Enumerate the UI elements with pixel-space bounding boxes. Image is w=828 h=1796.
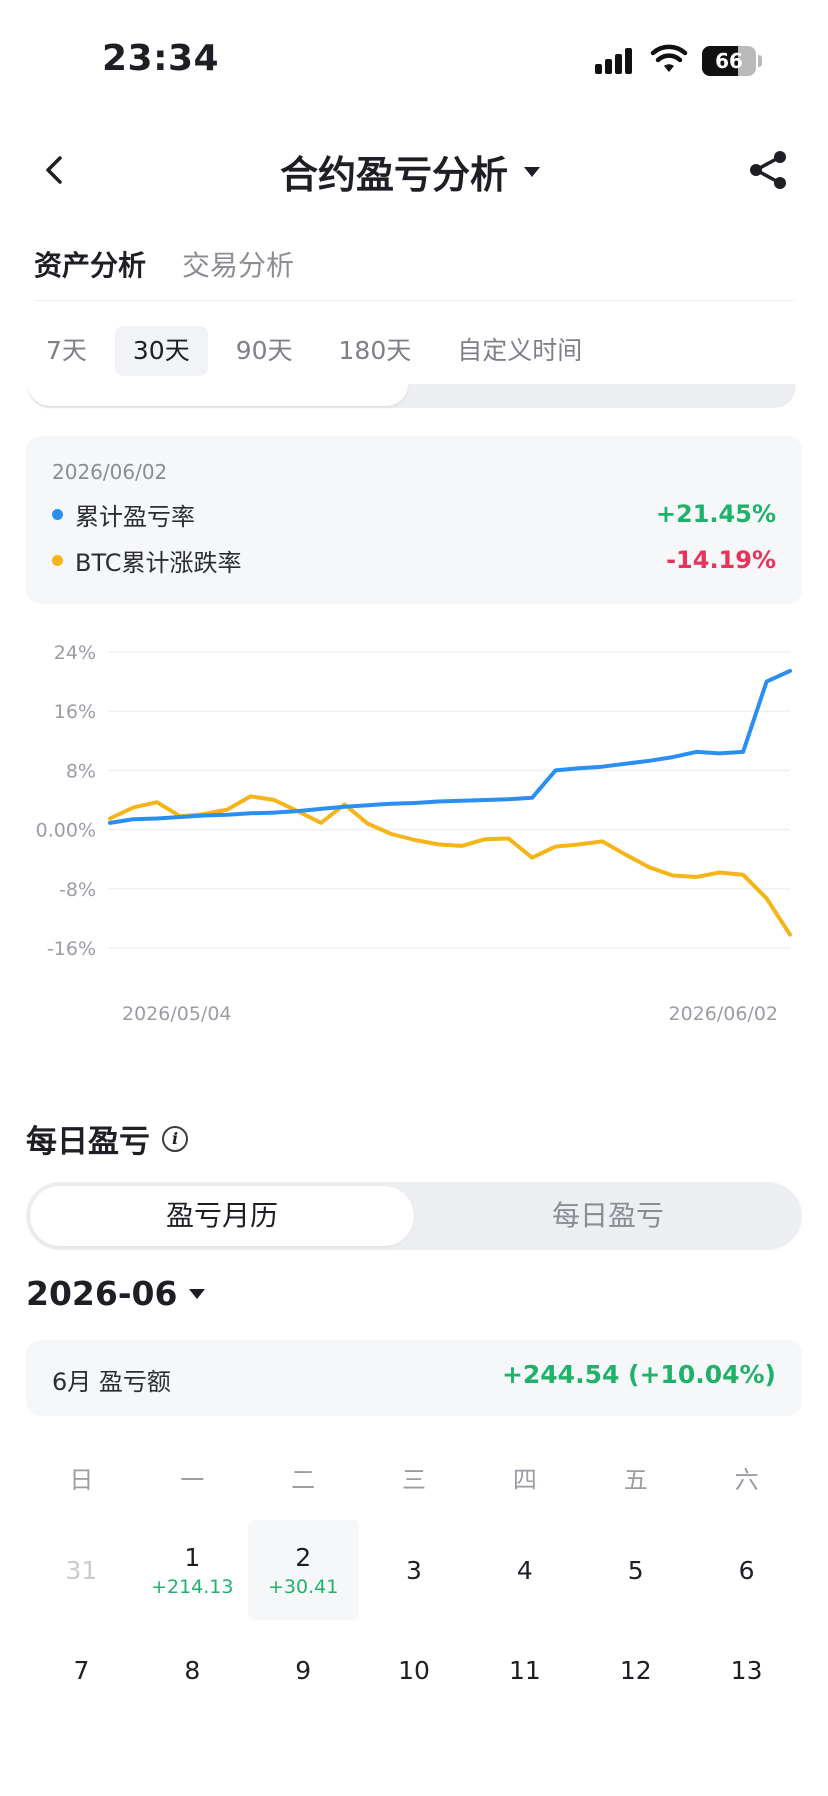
calendar-day-number: 31 [65, 1555, 98, 1585]
period-tabs: 7天 30天 90天 180天 自定义时间 [28, 326, 610, 376]
calendar-day-pnl: +214.13 [151, 1575, 234, 1598]
series-line-cumulative-pnl [108, 668, 792, 825]
calendar-day[interactable]: 4 [469, 1520, 580, 1620]
calendar-day-number: 1 [184, 1542, 201, 1572]
legend-dot-pnl [52, 508, 63, 520]
calendar-day[interactable]: 2 +30.41 [247, 1520, 359, 1620]
main-tabs: 资产分析 交易分析 [34, 244, 294, 284]
calendar-day[interactable]: 5 [580, 1520, 691, 1620]
weekday-sat: 六 [734, 1466, 759, 1494]
tab-trade-analysis[interactable]: 交易分析 [182, 249, 295, 282]
caret-down-icon [524, 166, 541, 177]
segment-calendar[interactable]: 盈亏月历 [30, 1186, 414, 1246]
calendar-day[interactable]: 10 [359, 1620, 470, 1720]
calendar-day-number: 12 [619, 1655, 652, 1685]
toggle-thumb[interactable] [28, 384, 408, 406]
page-title: 合约盈亏分析 [280, 153, 509, 197]
pnl-calendar: 日 一 二 三 四 五 六 31 1 +214.13 2 +30.41 3 4 5 6 7 8 9 10… [26, 1440, 802, 1720]
x-tick-label: 2026/06/02 [668, 1003, 778, 1025]
weekday-sun: 日 [69, 1466, 94, 1494]
summary-date: 2026/06/02 [52, 460, 168, 484]
period-180d[interactable]: 180天 [338, 336, 412, 365]
pnl-line-chart[interactable]: 24% 16% 8% 0.00% -8% -16% 2026/05/04 2026/06/02 [0, 630, 828, 1050]
weekday-tue: 二 [291, 1466, 316, 1494]
share-icon[interactable] [746, 148, 790, 192]
calendar-week-row: 31 1 +214.13 2 +30.41 3 4 5 6 [26, 1520, 802, 1620]
period-custom[interactable]: 自定义时间 [457, 336, 583, 365]
daily-segment-control: 盈亏月历 每日盈亏 [26, 1182, 802, 1250]
calendar-weekday-header: 日 一 二 三 四 五 六 [26, 1440, 802, 1520]
month-summary-card: 6月 盈亏额 +244.54 (+10.04%) [26, 1340, 802, 1416]
series-line-btc [108, 794, 792, 937]
calendar-day[interactable]: 9 [248, 1620, 359, 1720]
daily-section-title: 每日盈亏 i [26, 1116, 188, 1161]
caret-down-icon [189, 1288, 206, 1299]
period-7d[interactable]: 7天 [46, 336, 87, 365]
weekday-mon: 一 [180, 1466, 205, 1494]
y-tick-label: 0.00% [36, 820, 96, 842]
battery-icon: 66 [702, 46, 756, 76]
calendar-day-number: 13 [730, 1655, 763, 1685]
info-icon[interactable]: i [162, 1125, 188, 1152]
calendar-day-number: 5 [627, 1555, 644, 1585]
weekday-thu: 四 [512, 1466, 537, 1494]
calendar-day-pnl: +30.41 [267, 1575, 339, 1598]
calendar-day-number: 9 [295, 1655, 312, 1685]
y-tick-label: -16% [47, 938, 96, 960]
calendar-day[interactable]: 6 [691, 1520, 802, 1620]
weekday-wed: 三 [402, 1466, 426, 1494]
y-tick-label: 8% [66, 760, 96, 782]
calendar-day-number: 3 [406, 1555, 422, 1585]
calendar-day[interactable]: 3 [359, 1520, 470, 1620]
calendar-day-number: 8 [184, 1655, 201, 1685]
legend-label-btc: BTC累计涨跌率 [75, 548, 242, 577]
legend-value-pnl: +21.45% [655, 500, 776, 528]
cellular-signal-icon [595, 48, 637, 74]
y-tick-label: 24% [54, 642, 96, 664]
daily-title: 每日盈亏 [26, 1124, 150, 1160]
calendar-day-number: 7 [73, 1655, 90, 1685]
legend-dot-btc [52, 554, 63, 566]
legend-row-btc: BTC累计涨跌率 -14.19% [52, 542, 776, 578]
calendar-day[interactable]: 7 [26, 1620, 137, 1720]
period-30d[interactable]: 30天 [114, 326, 208, 376]
status-time: 23:34 [102, 38, 220, 79]
wifi-icon [650, 44, 688, 72]
segment-daily[interactable]: 每日盈亏 [551, 1199, 664, 1232]
calendar-day-number: 6 [738, 1555, 755, 1585]
period-90d[interactable]: 90天 [235, 336, 293, 365]
month-summary-label: 6月 盈亏额 [52, 1368, 171, 1396]
status-bar: 23:34 66 [0, 0, 828, 110]
month-value: 2026-06 [26, 1274, 178, 1313]
calendar-day[interactable]: 1 +214.13 [137, 1520, 248, 1620]
tab-asset-analysis[interactable]: 资产分析 [34, 249, 147, 282]
calendar-day[interactable]: 12 [580, 1620, 691, 1720]
calendar-week-row: 7 8 9 10 11 12 13 [26, 1620, 802, 1720]
title-dropdown[interactable]: 合约盈亏分析 [280, 144, 541, 199]
legend-label-pnl: 累计盈亏率 [75, 502, 195, 531]
battery-level: 66 [715, 49, 743, 73]
nav-bar: 合约盈亏分析 [0, 130, 828, 210]
month-summary-value: +244.54 (+10.04%) [501, 1360, 776, 1389]
calendar-day[interactable]: 31 [26, 1520, 137, 1620]
legend-value-btc: -14.19% [666, 546, 776, 574]
month-selector[interactable]: 2026-06 [26, 1274, 206, 1313]
calendar-day-number: 4 [516, 1555, 533, 1585]
calendar-day[interactable]: 8 [137, 1620, 248, 1720]
legend-row-pnl: 累计盈亏率 +21.45% [52, 496, 776, 532]
x-tick-label: 2026/05/04 [122, 1003, 232, 1025]
weekday-fri: 五 [623, 1466, 648, 1494]
battery-tip [758, 55, 762, 67]
summary-card: 2026/06/02 累计盈亏率 +21.45% BTC累计涨跌率 -14.19… [26, 436, 802, 604]
y-tick-label: -8% [59, 879, 96, 901]
calendar-day-number: 2 [295, 1542, 312, 1572]
back-arrow-icon[interactable] [34, 150, 74, 190]
calendar-day-number: 11 [508, 1655, 541, 1685]
calendar-day[interactable]: 13 [691, 1620, 802, 1720]
calendar-day[interactable]: 11 [469, 1620, 580, 1720]
y-tick-label: 16% [54, 701, 96, 723]
calendar-day-number: 10 [398, 1655, 430, 1685]
tabs-divider [34, 300, 794, 301]
